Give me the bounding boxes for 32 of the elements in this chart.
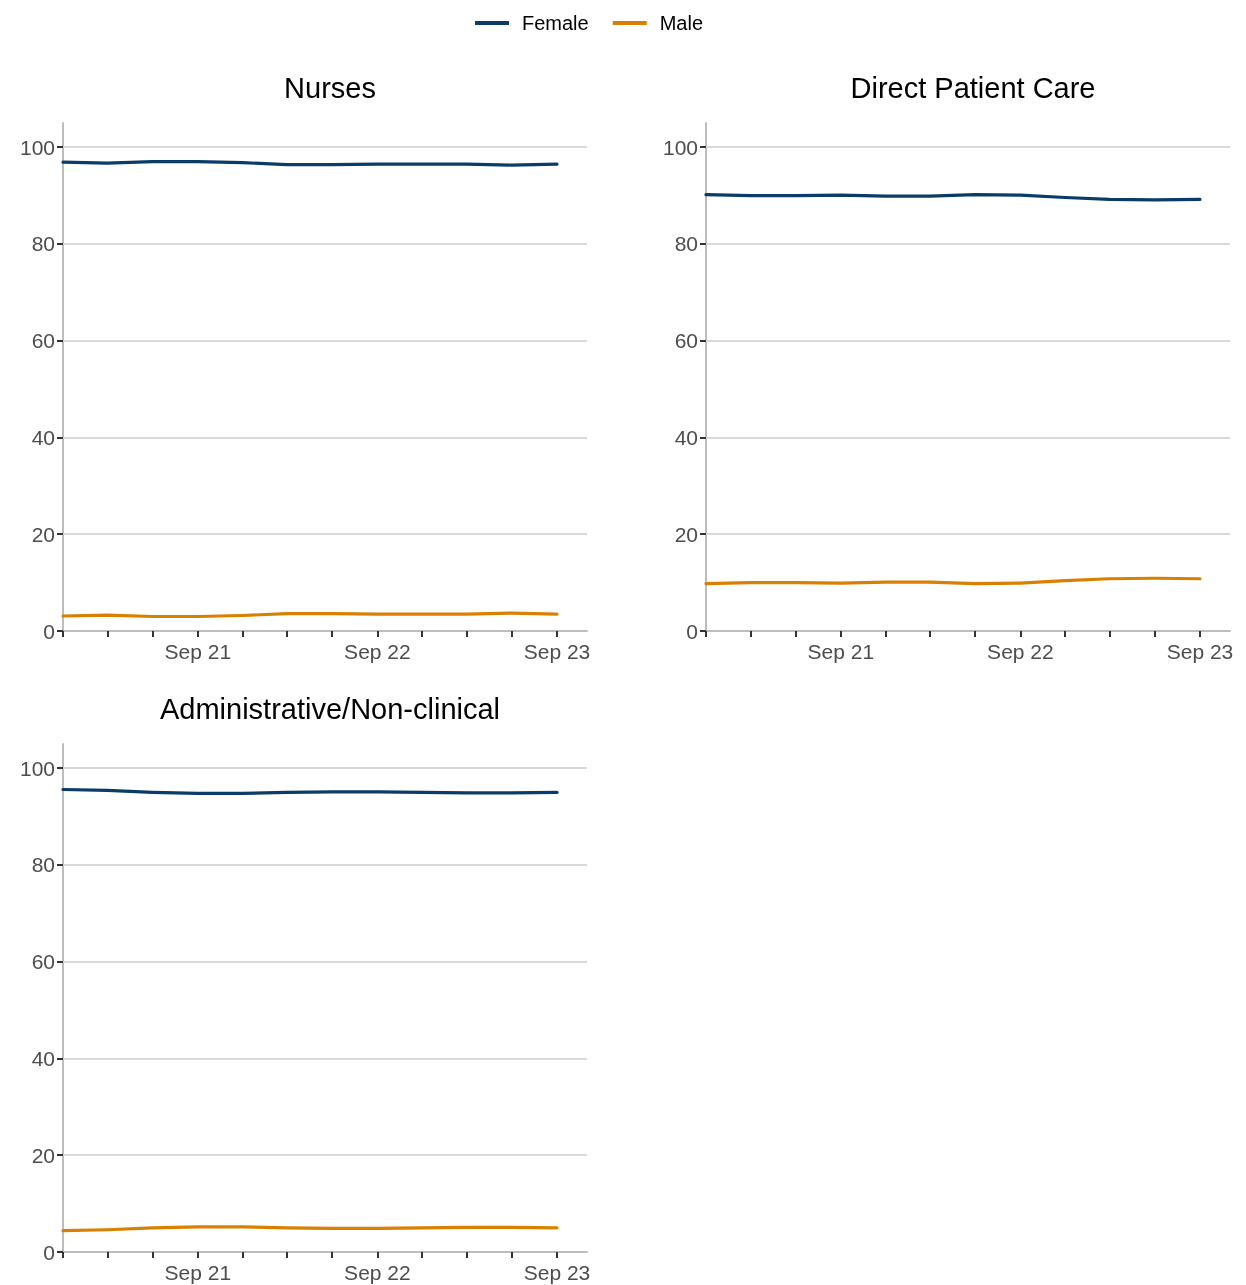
y-tick-label: 0 <box>686 619 698 643</box>
y-tick-label: 20 <box>31 522 55 546</box>
y-tick-label: 40 <box>31 1046 55 1070</box>
x-tick-label: Sep 23 <box>523 1261 591 1284</box>
y-tick-label: 20 <box>31 1143 55 1167</box>
y-tick-label: 100 <box>19 135 55 159</box>
x-tick-label: Sep 21 <box>807 640 875 663</box>
y-tick-label: 40 <box>31 425 55 449</box>
legend-label: Female <box>522 12 589 34</box>
y-tick-label: 60 <box>674 329 698 353</box>
y-tick-label: 40 <box>674 425 698 449</box>
x-tick-label: Sep 22 <box>987 640 1054 663</box>
chart-title: Administrative/Non-clinical <box>159 692 501 725</box>
y-tick-label: 0 <box>43 619 55 643</box>
x-tick-label: Sep 23 <box>1166 640 1234 663</box>
y-tick-label: 60 <box>31 950 55 974</box>
x-tick-label: Sep 21 <box>164 1261 232 1284</box>
y-tick-label: 100 <box>662 135 698 159</box>
y-tick-label: 80 <box>674 232 698 256</box>
y-tick-label: 80 <box>31 853 55 877</box>
x-tick-label: Sep 23 <box>523 640 591 663</box>
chart-title: Direct Patient Care <box>850 71 1096 104</box>
x-tick-label: Sep 22 <box>344 1261 411 1284</box>
x-tick-label: Sep 22 <box>344 640 411 663</box>
y-tick-label: 80 <box>31 232 55 256</box>
chart-title: Nurses <box>284 71 376 104</box>
y-tick-label: 20 <box>674 522 698 546</box>
y-tick-label: 0 <box>43 1240 55 1264</box>
y-tick-label: 100 <box>19 756 55 780</box>
x-tick-label: Sep 21 <box>164 640 232 663</box>
legend-label: Male <box>659 12 704 34</box>
y-tick-label: 60 <box>31 329 55 353</box>
